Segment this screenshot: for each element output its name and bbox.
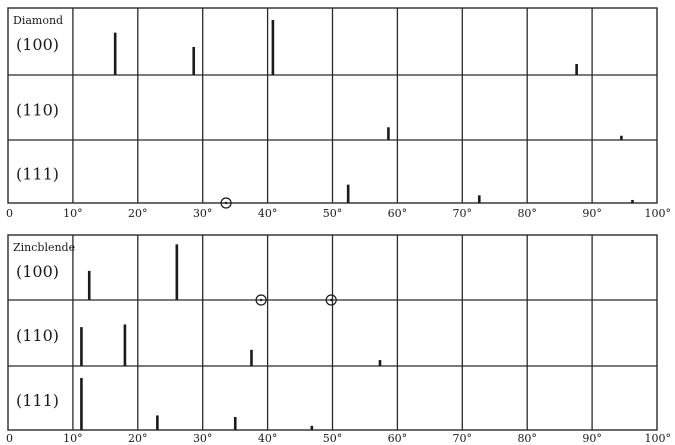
x-tick-label: 50° <box>323 432 343 445</box>
extinction-marker <box>325 294 337 306</box>
row-label: (110) <box>16 326 59 345</box>
peak-bar <box>80 378 83 430</box>
x-tick-label: 0 <box>6 207 13 220</box>
x-tick-label: 80° <box>517 432 537 445</box>
peak-bar <box>477 195 481 203</box>
row-label: (111) <box>16 391 59 410</box>
extinction-marker-dot <box>224 201 228 205</box>
chart-panel-2: Zincblende (100) (110) (111) 0 10° 20° 30° 40° 50… <box>6 234 672 445</box>
peak-bar <box>175 244 179 300</box>
x-tick-label: 20° <box>128 432 148 445</box>
peak-bar <box>123 324 127 366</box>
x-tick-label: 30° <box>193 432 213 445</box>
x-tick-label: 10° <box>63 207 83 220</box>
extinction-marker <box>255 294 267 306</box>
row-label: (111) <box>16 165 59 184</box>
x-tick-label: 50° <box>323 207 343 220</box>
panel-title: Zincblende <box>13 241 75 254</box>
peak-bar <box>250 349 253 366</box>
x-tick-label: 80° <box>517 207 537 220</box>
row-label: (100) <box>16 35 59 54</box>
x-tick-label: 10° <box>63 432 83 445</box>
peak-bar <box>271 20 275 75</box>
x-tick-label: 30° <box>193 207 213 220</box>
peak-bar <box>346 184 350 203</box>
chart-panel-1: Diamond (100) (110) (111) 0 10° 20° 30° 40° 50° 60… <box>6 7 672 220</box>
peak-bar <box>113 32 117 75</box>
x-tick-label: 40° <box>258 207 278 220</box>
x-tick-label: 60° <box>388 432 408 445</box>
peak-bar <box>80 327 83 366</box>
row-label: (100) <box>16 262 59 281</box>
extinction-marker <box>220 197 232 209</box>
x-tick-label: 0 <box>6 432 13 445</box>
x-tick-label: 70° <box>453 432 473 445</box>
x-tick-label: 90° <box>582 207 602 220</box>
peak-bar <box>233 417 237 430</box>
panel-title: Diamond <box>13 14 63 27</box>
x-tick-label: 90° <box>582 432 602 445</box>
peak-bar <box>631 199 634 203</box>
grid <box>8 8 657 203</box>
peak-bar <box>620 135 623 140</box>
x-tick-label: 100° <box>645 207 672 220</box>
peak-bar <box>378 360 382 366</box>
peak-bar <box>387 127 390 140</box>
x-tick-label: 40° <box>258 432 278 445</box>
x-tick-label: 70° <box>453 207 473 220</box>
peak-bar <box>156 415 159 430</box>
extinction-marker-dot <box>330 298 333 302</box>
x-tick-label: 100° <box>645 432 672 445</box>
peak-bar <box>192 46 196 75</box>
peak-bar <box>310 425 314 430</box>
x-tick-label: 20° <box>128 207 148 220</box>
grid <box>8 235 657 430</box>
row-label: (110) <box>16 101 59 120</box>
x-tick-label: 60° <box>388 207 408 220</box>
peak-bar <box>87 270 91 300</box>
peak-bar <box>575 64 578 75</box>
extinction-marker-dot <box>259 298 263 302</box>
